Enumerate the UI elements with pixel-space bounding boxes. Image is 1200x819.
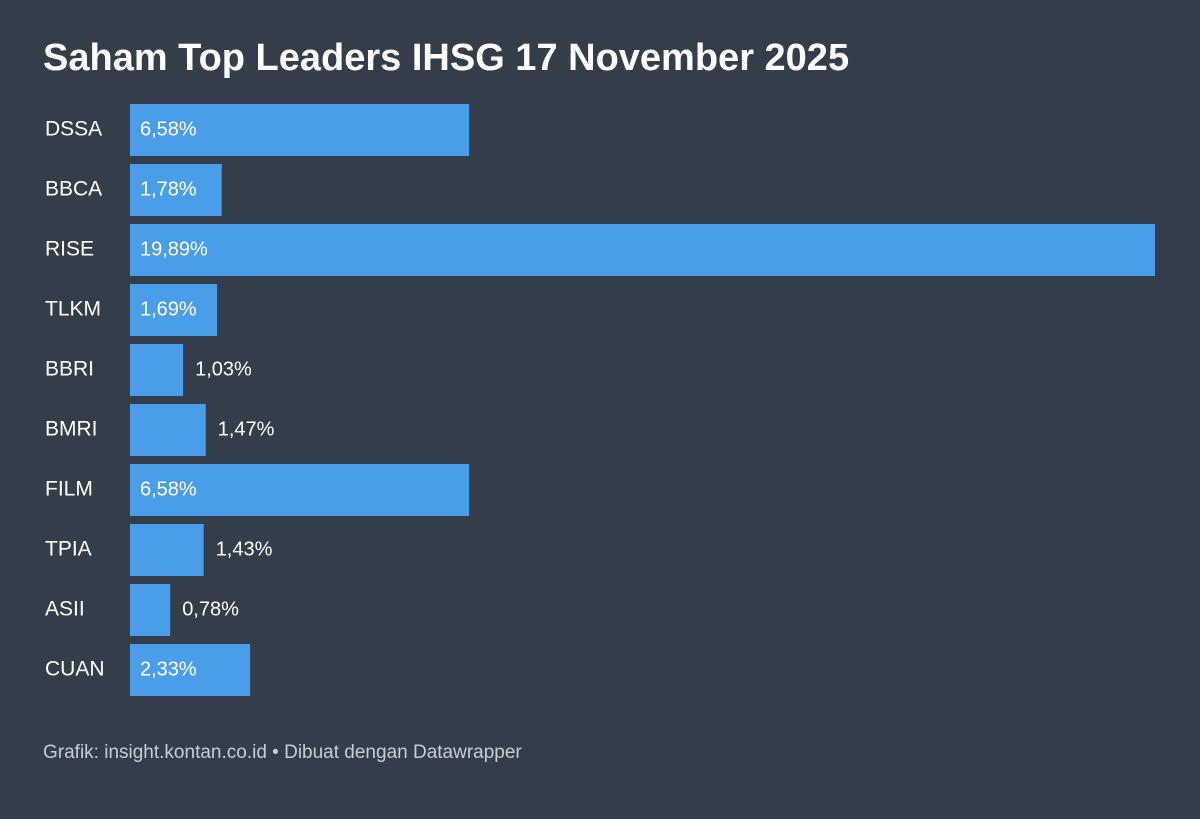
- bar: [130, 524, 204, 576]
- category-label: CUAN: [45, 658, 105, 681]
- bar: [130, 164, 222, 216]
- bar: [130, 284, 218, 336]
- category-label: ASII: [45, 598, 85, 621]
- footer: Grafik: insight.kontan.co.id • Dibuat de…: [43, 742, 522, 763]
- value-label: 1,69%: [140, 298, 197, 320]
- category-label: BBCA: [45, 178, 102, 201]
- chart-title: Saham Top Leaders IHSG 17 November 2025: [43, 37, 849, 79]
- bar: [130, 104, 470, 156]
- value-label: 2,33%: [140, 658, 197, 680]
- category-label: BBRI: [45, 358, 94, 381]
- category-label: DSSA: [45, 118, 102, 141]
- value-label: 1,43%: [216, 538, 273, 560]
- bar: [130, 464, 470, 516]
- category-label: TLKM: [45, 298, 101, 321]
- bar: [130, 404, 206, 456]
- category-label: BMRI: [45, 418, 98, 441]
- value-label: 1,47%: [218, 418, 275, 440]
- value-label: 6,58%: [140, 478, 197, 500]
- value-label: 1,03%: [195, 358, 252, 380]
- value-label: 0,78%: [182, 598, 239, 620]
- category-label: TPIA: [45, 538, 92, 561]
- bar: [130, 344, 184, 396]
- value-label: 6,58%: [140, 118, 197, 140]
- category-label: RISE: [45, 238, 94, 261]
- bar: [130, 644, 251, 696]
- value-label: 19,89%: [140, 238, 208, 260]
- value-label: 1,78%: [140, 178, 197, 200]
- bar: [130, 584, 171, 636]
- bar: [130, 224, 1155, 276]
- category-label: FILM: [45, 478, 93, 501]
